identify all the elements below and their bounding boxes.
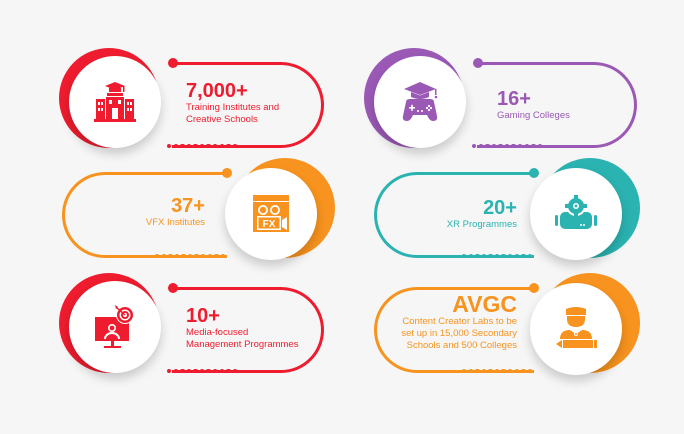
icon-disc bbox=[69, 281, 161, 373]
icon-disc bbox=[530, 283, 622, 375]
fx-camera-icon: FX bbox=[253, 195, 289, 232]
stat-text: 16+ Gaming Colleges bbox=[497, 88, 570, 122]
stat-label-line1: Training Institutes and bbox=[186, 102, 280, 113]
university-icon bbox=[94, 82, 136, 122]
loop-knob bbox=[529, 283, 539, 293]
stat-label: Gaming Colleges bbox=[497, 110, 570, 121]
dotted-line bbox=[155, 254, 226, 259]
loop-knob bbox=[168, 283, 178, 293]
loop-outline bbox=[477, 62, 637, 148]
stat-label-line2: set up in 15,000 Secondary bbox=[401, 328, 517, 339]
loop-knob bbox=[473, 58, 483, 68]
dotted-line bbox=[167, 369, 238, 374]
card-vfx: FX 37+ VFX Institutes bbox=[55, 155, 355, 275]
stat-label-line1: Media-focused bbox=[186, 327, 249, 338]
icon-disc bbox=[530, 168, 622, 260]
stat-value: 10+ bbox=[186, 305, 220, 327]
dotted-line bbox=[472, 144, 543, 149]
stat-text: 37+ VFX Institutes bbox=[146, 195, 205, 229]
stat-text: AVGC Content Creator Labs to be set up i… bbox=[401, 292, 517, 352]
loop-knob bbox=[168, 58, 178, 68]
card-gaming: 16+ Gaming Colleges bbox=[360, 42, 660, 162]
stat-value: 20+ bbox=[483, 197, 517, 219]
stat-text: 7,000+ Training Institutes and Creative … bbox=[186, 80, 279, 126]
icon-disc: FX bbox=[225, 168, 317, 260]
dotted-line bbox=[462, 254, 533, 259]
card-training: 7,000+ Training Institutes and Creative … bbox=[55, 42, 355, 162]
card-media: 10+ Media-focused Management Programmes bbox=[55, 270, 355, 390]
loop-knob bbox=[529, 168, 539, 178]
card-xr: 20+ XR Programmes bbox=[360, 155, 660, 275]
stat-label-line1: Content Creator Labs to be bbox=[402, 316, 517, 327]
stat-value: 37+ bbox=[171, 195, 205, 217]
graduation-gamepad-icon bbox=[402, 82, 438, 121]
monitor-target-icon bbox=[95, 305, 134, 348]
icon-disc bbox=[69, 56, 161, 148]
loop-outline bbox=[62, 172, 227, 258]
stat-label: XR Programmes bbox=[446, 219, 517, 230]
loop-outline bbox=[172, 62, 324, 148]
card-avgc: AVGC Content Creator Labs to be set up i… bbox=[360, 270, 660, 390]
stat-text: 20+ XR Programmes bbox=[447, 197, 517, 231]
svg-text:FX: FX bbox=[263, 219, 276, 230]
loop-outline bbox=[374, 287, 534, 373]
stat-text: 10+ Media-focused Management Programmes bbox=[186, 305, 298, 351]
stat-value: 16+ bbox=[497, 88, 531, 110]
loop-knob bbox=[222, 168, 232, 178]
vr-headset-gear-icon bbox=[555, 195, 597, 229]
loop-outline bbox=[172, 287, 324, 373]
stat-label: VFX Institutes bbox=[145, 217, 205, 228]
dotted-line bbox=[462, 369, 533, 374]
icon-disc bbox=[374, 56, 466, 148]
stat-value: 7,000+ bbox=[186, 80, 248, 102]
stat-label-line2: Creative Schools bbox=[186, 114, 258, 125]
stat-label-line3: Schools and 500 Colleges bbox=[406, 340, 517, 351]
student-pencil-icon bbox=[556, 307, 597, 348]
loop-outline bbox=[374, 172, 534, 258]
stat-value: AVGC bbox=[452, 291, 517, 317]
dotted-line bbox=[167, 144, 238, 149]
stat-label-line2: Management Programmes bbox=[186, 339, 299, 350]
